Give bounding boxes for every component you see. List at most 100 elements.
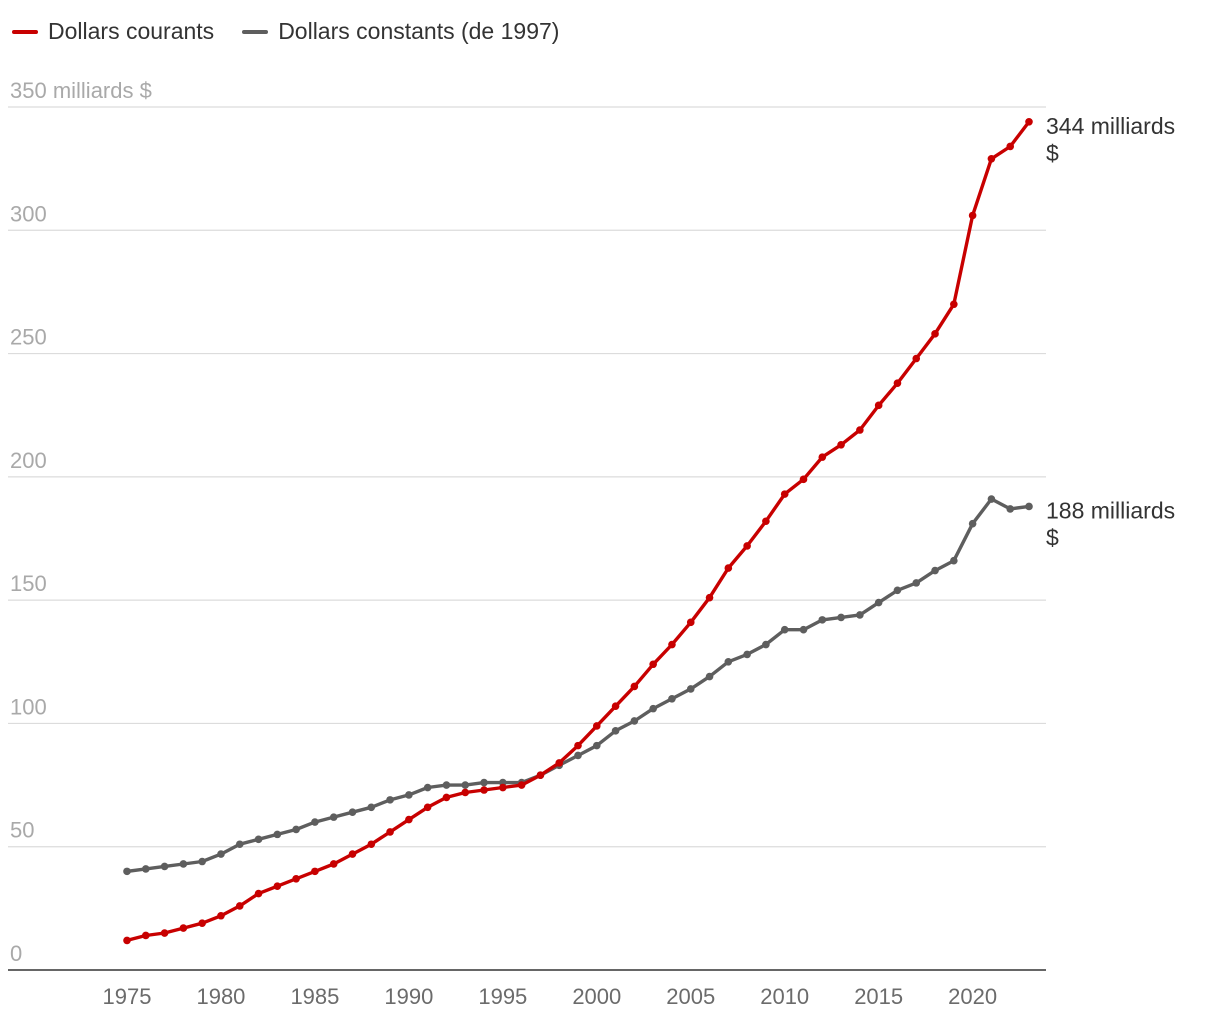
data-point-0-2009	[762, 517, 770, 526]
data-point-1-2012	[818, 616, 827, 624]
data-point-1-1987	[348, 808, 357, 816]
x-tick-label-1980: 1980	[196, 984, 245, 1009]
data-point-0-1984	[292, 874, 300, 883]
data-point-1-2001	[611, 727, 620, 735]
data-point-0-1983	[273, 882, 282, 890]
data-point-0-1982	[254, 889, 263, 898]
data-point-0-2011	[799, 475, 808, 484]
data-point-0-2017	[912, 354, 921, 363]
data-point-0-2021	[987, 154, 996, 163]
data-point-1-2015	[874, 598, 883, 607]
y-tick-label-250: 250	[10, 325, 47, 350]
data-point-0-2007	[724, 564, 733, 572]
data-point-1-2020	[968, 519, 977, 528]
data-point-1-2006	[705, 672, 714, 681]
data-point-1-2002	[630, 717, 639, 725]
y-tick-label-300: 300	[10, 201, 47, 226]
data-point-0-2023	[1025, 117, 1033, 126]
y-tick-label-200: 200	[10, 448, 47, 473]
data-point-1-2022	[1006, 505, 1015, 513]
data-point-1-2010	[780, 625, 789, 634]
data-point-1-2016	[893, 586, 902, 595]
legend-item-current-dollars[interactable]: Dollars courants	[12, 18, 214, 45]
legend-swatch-current	[12, 29, 38, 34]
data-point-1-2019	[950, 556, 958, 565]
data-point-0-1998	[555, 759, 564, 767]
data-point-0-1985	[311, 867, 319, 876]
data-point-1-1983	[273, 830, 282, 839]
data-point-0-2006	[705, 593, 714, 602]
data-point-1-2017	[912, 579, 921, 587]
data-point-0-2000	[592, 722, 601, 730]
data-point-1-2023	[1025, 502, 1033, 511]
data-point-1-2004	[668, 694, 676, 703]
data-point-1-1990	[405, 791, 413, 799]
data-point-0-2008	[743, 542, 751, 550]
x-tick-label-2000: 2000	[572, 984, 621, 1009]
data-point-0-2010	[780, 490, 789, 498]
data-point-1-2011	[799, 625, 808, 634]
data-point-1-1993	[461, 781, 470, 789]
y-tick-label-150: 150	[10, 571, 47, 596]
data-point-0-2002	[630, 682, 639, 691]
end-label-0: 344 milliards $	[1046, 113, 1175, 166]
series-line-0	[125, 120, 1031, 943]
data-point-1-2007	[724, 657, 733, 666]
data-point-0-1990	[405, 815, 413, 824]
y-tick-label-50: 50	[10, 818, 34, 843]
data-point-1-2008	[743, 650, 751, 659]
data-point-1-1979	[198, 857, 206, 866]
data-point-1-1976	[141, 865, 150, 873]
data-point-0-1976	[141, 931, 150, 940]
data-point-1-2003	[649, 704, 657, 713]
data-point-0-1986	[329, 860, 338, 868]
series-line-1	[125, 497, 1031, 874]
data-point-1-1989	[386, 796, 394, 804]
data-point-0-2022	[1006, 142, 1015, 151]
data-point-1-1985	[311, 818, 319, 826]
legend-label-current: Dollars courants	[48, 18, 215, 44]
x-tick-label-2015: 2015	[854, 984, 903, 1009]
x-tick-label-1975: 1975	[103, 984, 152, 1009]
data-point-1-1999	[574, 751, 582, 760]
end-label-1: 188 milliards $	[1046, 497, 1175, 550]
data-point-0-2013	[837, 441, 845, 449]
data-point-0-2014	[856, 426, 864, 434]
data-point-0-1995	[499, 783, 507, 792]
data-point-1-2013	[837, 613, 845, 622]
data-point-0-2019	[950, 300, 958, 309]
data-point-0-1993	[461, 788, 470, 797]
legend-swatch-constant	[242, 29, 269, 34]
data-point-1-1994	[480, 778, 488, 787]
data-point-1-1988	[367, 803, 376, 812]
data-point-0-1989	[386, 828, 394, 836]
data-point-0-2012	[818, 453, 827, 461]
data-point-0-2005	[686, 618, 695, 627]
data-point-0-1978	[179, 924, 188, 932]
data-point-0-2018	[931, 330, 939, 338]
y-tick-label-0: 0	[10, 941, 22, 966]
data-point-0-1991	[423, 803, 432, 812]
data-point-0-1981	[235, 902, 244, 910]
x-tick-label-2005: 2005	[666, 984, 715, 1009]
data-point-1-2018	[931, 566, 939, 575]
data-point-0-1977	[160, 929, 169, 937]
x-tick-label-2010: 2010	[760, 984, 809, 1009]
data-point-0-1975	[123, 936, 131, 945]
data-point-1-2014	[856, 611, 864, 619]
legend: Dollars courants Dollars constants (de 1…	[12, 18, 559, 45]
x-tick-label-2020: 2020	[948, 984, 997, 1009]
data-point-1-1975	[123, 867, 131, 876]
data-point-1-1977	[160, 862, 169, 871]
data-point-1-1978	[179, 860, 188, 868]
data-point-1-2009	[762, 640, 770, 649]
data-point-1-1992	[442, 781, 451, 789]
data-point-0-1979	[198, 919, 206, 927]
x-tick-label-1990: 1990	[384, 984, 433, 1009]
data-point-0-1992	[442, 793, 451, 802]
data-point-0-2016	[893, 379, 902, 387]
legend-item-constant-dollars[interactable]: Dollars constants (de 1997)	[242, 18, 559, 45]
data-point-1-2005	[686, 685, 695, 693]
data-point-1-1982	[254, 835, 263, 844]
